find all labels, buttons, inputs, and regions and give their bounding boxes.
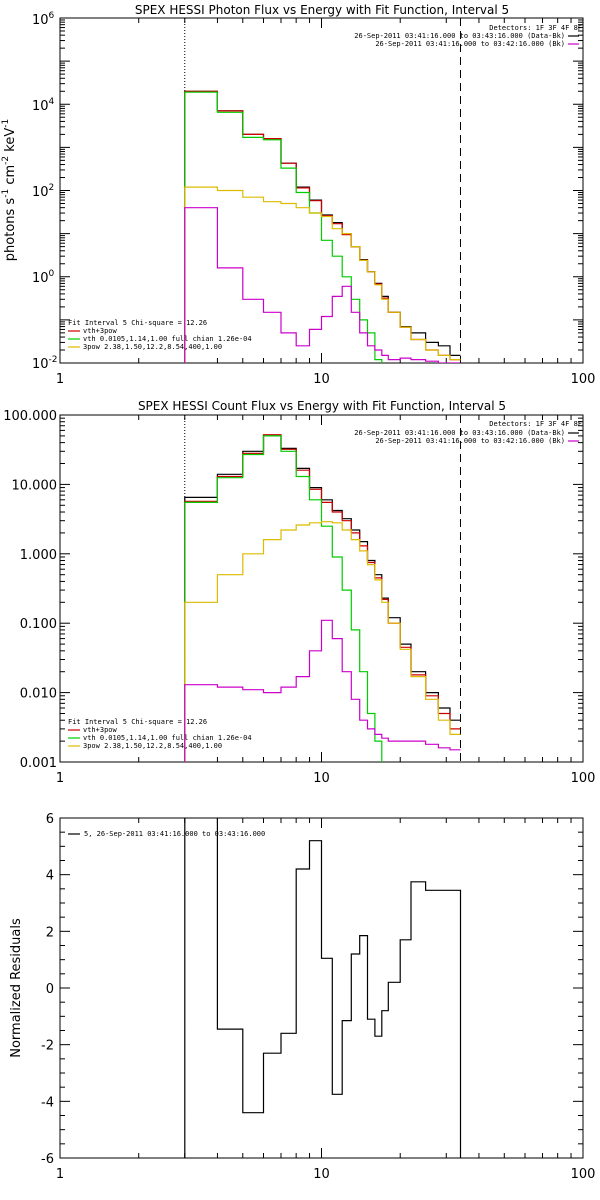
photon-flux-y-tick-label: 104	[32, 97, 55, 114]
photon-flux-title: SPEX HESSI Photon Flux vs Energy with Fi…	[135, 3, 509, 17]
photon-flux-y-tick-label: 100	[32, 269, 55, 286]
photon-flux-fit-legend-header: Fit Interval 5 Chi-square = 12.26	[68, 319, 207, 327]
count-flux-title: SPEX HESSI Count Flux vs Energy with Fit…	[138, 399, 506, 413]
residuals-y-tick-label: -6	[41, 1152, 54, 1167]
count-flux-y-tick-label: 10.000	[12, 478, 58, 493]
count-flux-series-bk	[184, 619, 461, 762]
photon-flux-plot-frame	[59, 17, 584, 364]
count-flux-fit-legend-label: 3pow 2.38,1.50,12.2,8.54,400,1.00	[83, 742, 222, 750]
count-flux-y-tick-label: 0.100	[20, 617, 57, 632]
count-flux-x-tick-label: 100	[571, 771, 596, 786]
photon-flux-y-tick-label: 106	[32, 11, 55, 28]
residuals-y-tick-label: 4	[46, 869, 54, 884]
residuals-x-tick-label: 100	[571, 1167, 596, 1182]
count-flux-fit-legend-label: vth 0.0105,1.14,1.00 full chian 1.26e-04	[83, 734, 252, 742]
residuals-panel: Normalized Residuals 1 10 100 -6 -4 -2 0 2 4 6 5, …	[9, 812, 595, 1182]
residuals-y-tick-label: 2	[46, 925, 54, 940]
photon-flux-x-tick-label: 1	[56, 372, 64, 387]
photon-flux-series-vth	[184, 91, 383, 363]
photon-flux-detectors-label: Detectors: 1F 3F 4F 8F	[489, 24, 582, 32]
residuals-y-tick-label: 6	[46, 812, 54, 827]
residuals-y-axis-label: Normalized Residuals	[9, 918, 24, 1058]
count-flux-fit-legend-label: vth+3pow	[83, 726, 118, 734]
photon-flux-fit-legend-label: vth 0.0105,1.14,1.00 full chian 1.26e-04	[83, 335, 252, 343]
residuals-y-tick-label: 0	[46, 982, 54, 997]
count-flux-plot-frame	[59, 414, 584, 763]
photon-flux-fit-legend-label: vth+3pow	[83, 327, 118, 335]
count-flux-series-vth-3pow	[184, 434, 461, 762]
count-flux-panel: SPEX HESSI Count Flux vs Energy with Fit…	[3, 399, 595, 786]
photon-flux-x-tick-label: 10	[313, 372, 330, 387]
photon-flux-legend-label: 26-Sep-2011 03:41:16.000 to 03:42:16.000…	[375, 40, 565, 48]
photon-flux-series-bk	[184, 207, 461, 363]
photon-flux-y-tick-label: 102	[32, 183, 54, 200]
photon-flux-fit-legend-label: 3pow 2.38,1.50,12.2,8.54,400,1.00	[83, 343, 222, 351]
count-flux-y-tick-label: 100.000	[3, 409, 57, 424]
photon-flux-series-3pow	[184, 186, 461, 363]
photon-flux-series-data-bk	[184, 90, 461, 363]
count-flux-fit-legend-header: Fit Interval 5 Chi-square = 12.26	[68, 718, 207, 726]
photon-flux-series-vth-3pow	[184, 90, 461, 363]
count-flux-series-data-bk	[184, 435, 461, 762]
count-flux-y-tick-label: 0.010	[20, 687, 57, 702]
photon-flux-legend-label: 26-Sep-2011 03:41:16.000 to 03:43:16.000…	[354, 32, 565, 40]
count-flux-x-tick-label: 1	[56, 771, 64, 786]
residuals-series-5-26-sep-2011-03-41-16-000-to-03-43-16-000	[184, 818, 462, 1158]
count-flux-series-vth	[184, 435, 383, 762]
count-flux-legend-label: 26-Sep-2011 03:41:16.000 to 03:42:16.000…	[375, 437, 565, 445]
photon-flux-panel: SPEX HESSI Photon Flux vs Energy with Fi…	[1, 3, 595, 387]
count-flux-detectors-label: Detectors: 1F 3F 4F 8F	[489, 420, 582, 428]
residuals-x-tick-label: 1	[56, 1167, 64, 1182]
residuals-legend-label: 5, 26-Sep-2011 03:41:16.000 to 03:43:16.…	[84, 830, 265, 838]
count-flux-legend-label: 26-Sep-2011 03:41:16.000 to 03:43:16.000…	[354, 429, 565, 437]
residuals-plot: 1 10 100 -6 -4 -2 0 2 4 6 5, 26-Sep-2011 03:41:16.…	[41, 812, 595, 1182]
count-flux-series-3pow	[184, 521, 461, 762]
count-flux-y-tick-label: 1.000	[20, 548, 57, 563]
photon-flux-y-tick-label: 10-2	[32, 355, 58, 372]
photon-flux-plot: 1 10 100 26-Sep-2011 03:41:16.000 to 03:43:…	[56, 17, 596, 387]
photon-flux-x-tick-label: 100	[571, 372, 596, 387]
residuals-y-tick-label: -2	[41, 1039, 54, 1054]
photon-flux-y-axis-label: photons s-1 cm-2 keV-1	[1, 119, 18, 261]
residuals-x-tick-label: 10	[313, 1167, 330, 1182]
count-flux-plot: 1 10 100 0.001 0.010 0.100 1.000 10.000 100.000 2…	[3, 409, 595, 786]
residuals-y-tick-label: -4	[41, 1095, 54, 1110]
count-flux-y-tick-label: 0.001	[20, 756, 57, 771]
count-flux-x-tick-label: 10	[313, 771, 330, 786]
